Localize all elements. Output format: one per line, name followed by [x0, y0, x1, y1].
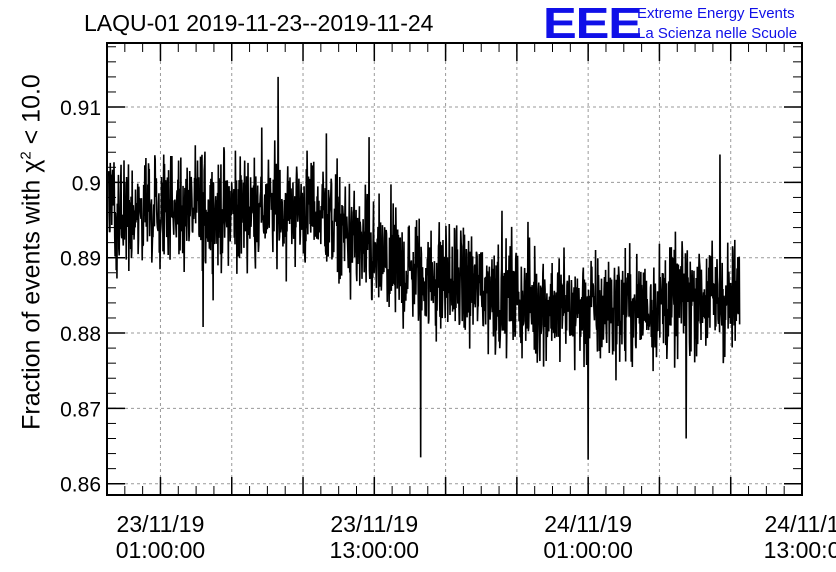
y-tick-label: 0.86: [60, 474, 101, 497]
x-tick-date: 24/11/1: [764, 511, 836, 537]
x-tick-date: 24/11/19: [544, 511, 632, 537]
x-tick-time: 01:00:00: [543, 537, 633, 563]
logo-line-1: Extreme Energy Events: [637, 5, 795, 22]
y-tick-label: 0.89: [60, 248, 101, 271]
logo-line-2: La Scienza nelle Scuole: [637, 25, 798, 42]
series-line: [107, 76, 741, 460]
tick-labels: 0.860.870.880.890.90.9123/11/1901:00:002…: [60, 97, 836, 563]
x-tick-date: 23/11/19: [117, 511, 205, 537]
x-tick-time: 01:00:00: [116, 537, 206, 563]
tick-marks: [106, 43, 803, 495]
y-tick-label: 0.91: [60, 97, 101, 120]
plot-frame: [106, 42, 803, 496]
x-tick-time: 13:00:0: [764, 537, 836, 563]
chart-title: LAQU-01 2019-11-23--2019-11-24: [84, 10, 434, 36]
y-tick-label: 0.87: [60, 398, 101, 421]
y-tick-label: 0.88: [60, 323, 101, 346]
x-tick-date: 23/11/19: [330, 511, 418, 537]
x-tick-time: 13:00:00: [330, 537, 420, 563]
eee-logo: EEE: [543, 0, 642, 48]
y-tick-label: 0.9: [72, 172, 101, 195]
